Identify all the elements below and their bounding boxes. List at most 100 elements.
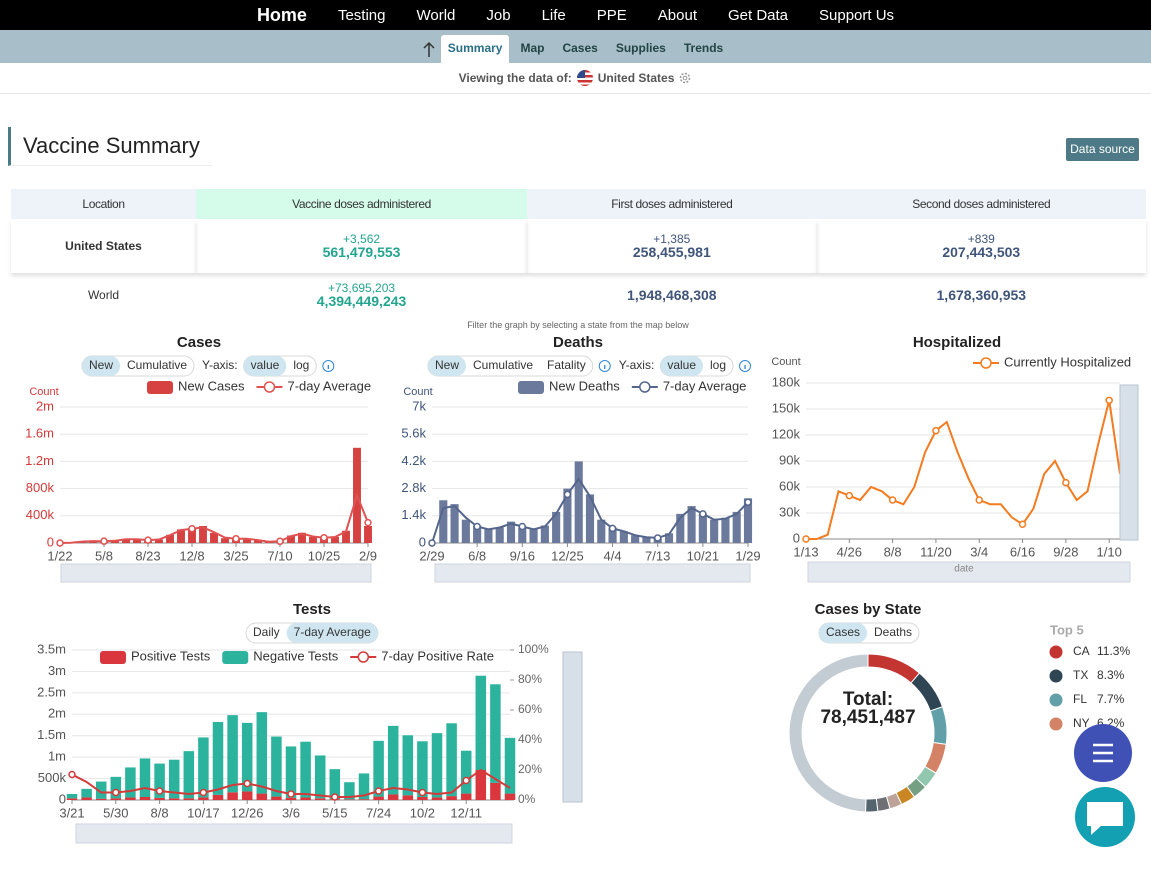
line-marker xyxy=(320,533,328,542)
legend-label: FL xyxy=(1073,692,1087,706)
y-tick-label: 2m xyxy=(36,398,54,413)
x-tick-label: 6/8 xyxy=(468,548,486,563)
info-icon xyxy=(598,360,611,372)
settings-icon[interactable] xyxy=(678,71,692,85)
sub-tab[interactable]: Map xyxy=(520,41,545,55)
toggle-option[interactable]: Cumulative xyxy=(127,358,187,372)
line-marker xyxy=(331,793,339,801)
nav-item[interactable]: About xyxy=(657,6,697,24)
legend-swatch xyxy=(980,357,992,369)
bar xyxy=(110,798,122,800)
nav-item[interactable]: Testing xyxy=(337,6,386,24)
nav-item[interactable]: PPE xyxy=(596,6,627,24)
x-tick-label: 8/8 xyxy=(151,805,169,820)
bar xyxy=(490,782,501,800)
flag xyxy=(576,70,593,86)
x-tick-label: 5/15 xyxy=(322,805,347,820)
nav-item[interactable]: Job xyxy=(486,6,511,24)
line-marker xyxy=(1018,520,1027,529)
y-tick-label: 2.5m xyxy=(37,684,66,699)
toggle-option[interactable]: value xyxy=(251,358,280,372)
chart-title: Deaths xyxy=(553,334,603,351)
toggle-option[interactable]: New xyxy=(435,358,459,372)
header-cell: Second doses administered xyxy=(816,189,1146,219)
top-nav: Home Testing World Job Life PPE About Ge… xyxy=(0,0,1151,30)
toggle-option[interactable]: Cumulative xyxy=(473,358,533,372)
x-tick-label: 2/9 xyxy=(359,548,377,563)
bar xyxy=(81,797,92,800)
bar xyxy=(540,525,549,543)
y2-tick-label: 40% xyxy=(518,732,542,746)
y2-tick-label: 80% xyxy=(518,672,542,686)
toggle-option[interactable]: 7-day Average xyxy=(294,625,371,639)
bar xyxy=(473,525,482,543)
bar xyxy=(358,799,370,800)
cell: +73,695,203 4,394,449,243 xyxy=(196,273,527,317)
x-tick-label: 7/10 xyxy=(267,548,292,563)
bar xyxy=(125,767,136,798)
x-tick-label: 12/25 xyxy=(551,548,584,563)
bar xyxy=(631,535,640,543)
line-marker xyxy=(56,539,64,547)
line-marker xyxy=(975,496,983,504)
x-tick-label: 5/8 xyxy=(95,548,113,563)
chart-title: Cases by State xyxy=(815,601,922,618)
x-tick-label: 2/29 xyxy=(419,548,444,563)
y-tick-label: 1.6m xyxy=(25,426,54,441)
y-tick-label: 4.2k xyxy=(401,453,426,468)
change: +1,385 xyxy=(653,231,691,246)
legend-label: Currently Hospitalized xyxy=(1004,354,1131,369)
bar xyxy=(732,511,741,543)
x-tick-label: 7/13 xyxy=(645,548,670,563)
toggle-option[interactable]: New xyxy=(89,358,113,372)
bar xyxy=(300,797,311,800)
toggle-option[interactable]: log xyxy=(710,358,726,372)
header-cell: Vaccine doses administered xyxy=(196,189,528,219)
bar xyxy=(314,755,326,799)
data-source-button[interactable]: Data source xyxy=(1066,138,1139,161)
x-tick-label: 11/20 xyxy=(920,544,952,559)
bar xyxy=(676,513,685,543)
line-marker xyxy=(563,490,572,499)
bar xyxy=(504,737,516,794)
viewing-label: Viewing the data of: xyxy=(458,71,572,85)
bar xyxy=(309,536,317,543)
nav-item[interactable]: Support Us xyxy=(819,6,895,24)
y-tick-label: 3m xyxy=(48,663,66,678)
bar xyxy=(133,539,141,543)
x-tick-label: 3/4 xyxy=(970,544,988,559)
cell: 1,948,468,308 xyxy=(527,273,817,317)
nav-item[interactable]: Get Data xyxy=(727,6,789,24)
bar xyxy=(585,494,595,543)
y-tick-label: 1.4k xyxy=(401,507,426,522)
toggle-option[interactable]: log xyxy=(293,358,309,372)
sub-tab[interactable]: Trends xyxy=(683,41,724,55)
line-marker xyxy=(243,779,251,788)
toggle-option[interactable]: Deaths xyxy=(874,625,912,639)
line-marker xyxy=(473,522,481,531)
toggle-option[interactable]: Daily xyxy=(253,625,280,639)
bar xyxy=(402,795,414,800)
info-icon xyxy=(739,360,752,372)
line-marker xyxy=(188,524,196,533)
legend-label: NY xyxy=(1073,716,1090,730)
toggle-bg xyxy=(428,356,467,376)
toggle-option[interactable]: Fatality xyxy=(547,358,586,372)
sub-tab[interactable]: Summary xyxy=(440,35,510,63)
line-marker xyxy=(428,539,436,547)
up-arrow[interactable] xyxy=(421,37,437,63)
legend-label: Positive Tests xyxy=(131,648,211,663)
viewing-location[interactable]: United States xyxy=(597,71,675,85)
x-tick-label: 9/16 xyxy=(510,548,535,563)
toggle-option[interactable]: Cases xyxy=(826,625,860,639)
nav-item[interactable]: Life xyxy=(541,6,566,24)
y-axis-title: Count xyxy=(403,386,432,398)
sub-tab[interactable]: Cases xyxy=(562,41,598,55)
sub-tab[interactable]: Supplies xyxy=(615,41,666,55)
nav-home[interactable]: Home xyxy=(256,4,307,25)
toggle-option[interactable]: value xyxy=(667,358,696,372)
bar xyxy=(285,746,297,798)
bar xyxy=(710,519,719,543)
bar xyxy=(168,798,180,800)
nav-item[interactable]: World xyxy=(416,6,456,24)
